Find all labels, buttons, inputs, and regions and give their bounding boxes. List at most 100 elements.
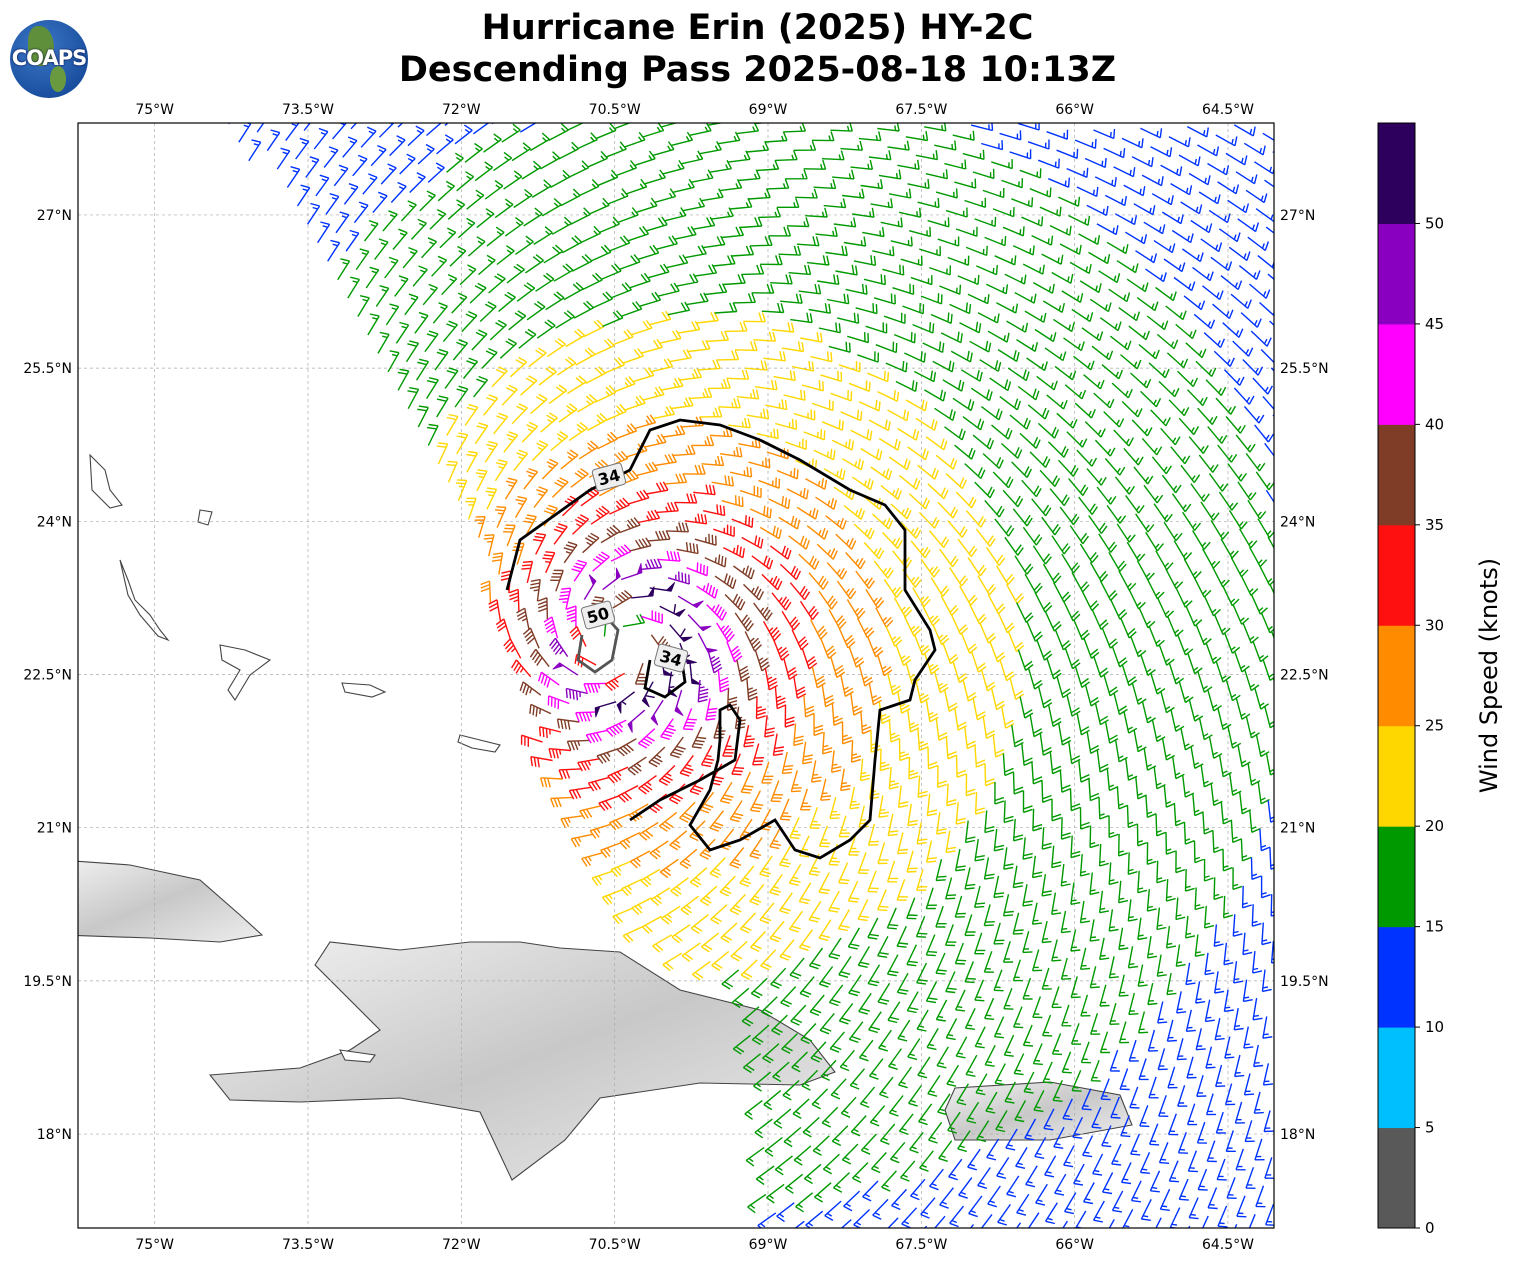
wind-barb — [529, 578, 541, 602]
wind-barb — [1175, 897, 1186, 921]
wind-barb — [729, 466, 753, 478]
wind-barb — [859, 758, 871, 782]
wind-barb — [1058, 723, 1072, 746]
wind-barb — [743, 583, 765, 601]
wind-barb — [1098, 533, 1118, 553]
wind-barb — [1195, 360, 1217, 378]
wind-barb — [1019, 168, 1042, 179]
wind-barb — [753, 331, 777, 342]
wind-barb — [1012, 245, 1035, 256]
wind-barb — [238, 123, 252, 143]
wind-barb — [1062, 1220, 1068, 1228]
contour-label-box — [591, 462, 627, 492]
wind-barb — [1061, 1004, 1072, 1027]
wind-barb — [709, 159, 733, 173]
wind-barb — [1146, 315, 1169, 331]
wind-barb — [940, 331, 963, 344]
wind-barb — [800, 1023, 817, 1045]
wind-barb — [558, 141, 579, 160]
wind-barb — [958, 1177, 973, 1199]
wind-barb — [1016, 602, 1034, 624]
wind-barb — [645, 216, 668, 232]
wind-barb — [1089, 298, 1112, 313]
wind-barb — [672, 444, 696, 457]
wind-barb — [504, 217, 524, 237]
wind-barb — [994, 781, 1005, 805]
wind-barb — [693, 484, 716, 496]
wind-barb — [932, 624, 950, 646]
wind-barb — [815, 496, 837, 510]
wind-barb — [710, 904, 728, 925]
wind-barb — [323, 146, 339, 168]
wind-barb — [422, 283, 438, 306]
wind-barb — [689, 123, 712, 136]
wind-barb — [1220, 801, 1233, 825]
wind-barb — [1140, 654, 1156, 676]
wind-barb — [1270, 630, 1274, 640]
wind-barb — [1061, 1051, 1072, 1074]
wind-barb — [821, 1106, 839, 1128]
wind-barb — [906, 850, 918, 873]
wind-barb — [994, 255, 1017, 266]
wind-barb — [792, 1098, 810, 1120]
wind-barb — [315, 174, 330, 197]
wind-barb — [676, 542, 699, 555]
wind-barb — [650, 887, 671, 906]
wind-barb — [1168, 662, 1185, 685]
wind-barb-pennant — [627, 720, 633, 733]
wind-barb — [495, 618, 512, 641]
wind-barb — [955, 802, 966, 825]
wind-barb — [1156, 907, 1167, 931]
wind-barb — [582, 532, 600, 554]
wind-barb — [689, 820, 706, 842]
wind-barb — [567, 375, 587, 395]
wind-barb — [1146, 578, 1165, 600]
wind-barb — [994, 1063, 1006, 1086]
wind-barb — [1118, 1021, 1130, 1044]
wind-barb — [405, 340, 420, 363]
wind-barb — [679, 801, 696, 823]
wind-barb — [1017, 649, 1034, 671]
wind-barb — [744, 360, 768, 371]
wind-barb — [740, 771, 754, 794]
wind-barb — [1056, 412, 1078, 429]
wind-barb — [748, 457, 771, 469]
wind-barb — [1098, 890, 1110, 914]
wind-barb — [1049, 224, 1072, 236]
wind-barb — [867, 823, 880, 846]
wind-barb — [590, 244, 612, 262]
wind-barb — [456, 171, 475, 192]
wind-barb — [1092, 1200, 1105, 1223]
wind-barb — [964, 961, 976, 984]
wind-barb — [1225, 1130, 1236, 1152]
wind-barb — [803, 428, 826, 441]
wind-barb — [887, 1217, 899, 1228]
wind-barb — [503, 524, 516, 547]
wind-barb — [1076, 713, 1090, 736]
wind-barb — [1272, 151, 1274, 154]
wind-barb — [327, 239, 341, 262]
wind-barb — [1074, 1210, 1087, 1228]
wind-barb — [1081, 327, 1104, 342]
wind-barb — [1120, 354, 1142, 370]
wind-barb — [662, 425, 686, 438]
wind-barb — [793, 676, 807, 699]
wind-barb — [1098, 270, 1121, 284]
wind-barb — [781, 751, 794, 775]
wind-barb — [798, 835, 811, 858]
wind-barb — [843, 236, 867, 247]
wind-barb — [937, 1093, 951, 1116]
wind-barb — [1086, 204, 1109, 217]
wind-barb — [720, 922, 738, 944]
wind-barb — [770, 274, 793, 285]
wind-barb — [1039, 733, 1053, 756]
wind-barb — [912, 587, 931, 608]
wind-barb — [380, 163, 397, 185]
wind-barb — [791, 360, 815, 372]
wind-barb — [1126, 278, 1149, 293]
wind-barb — [1076, 186, 1099, 198]
wind-barb — [909, 226, 932, 238]
wind-barb — [1234, 1101, 1245, 1124]
wind-barb — [1148, 1076, 1159, 1099]
wind-barb — [1033, 1090, 1045, 1113]
